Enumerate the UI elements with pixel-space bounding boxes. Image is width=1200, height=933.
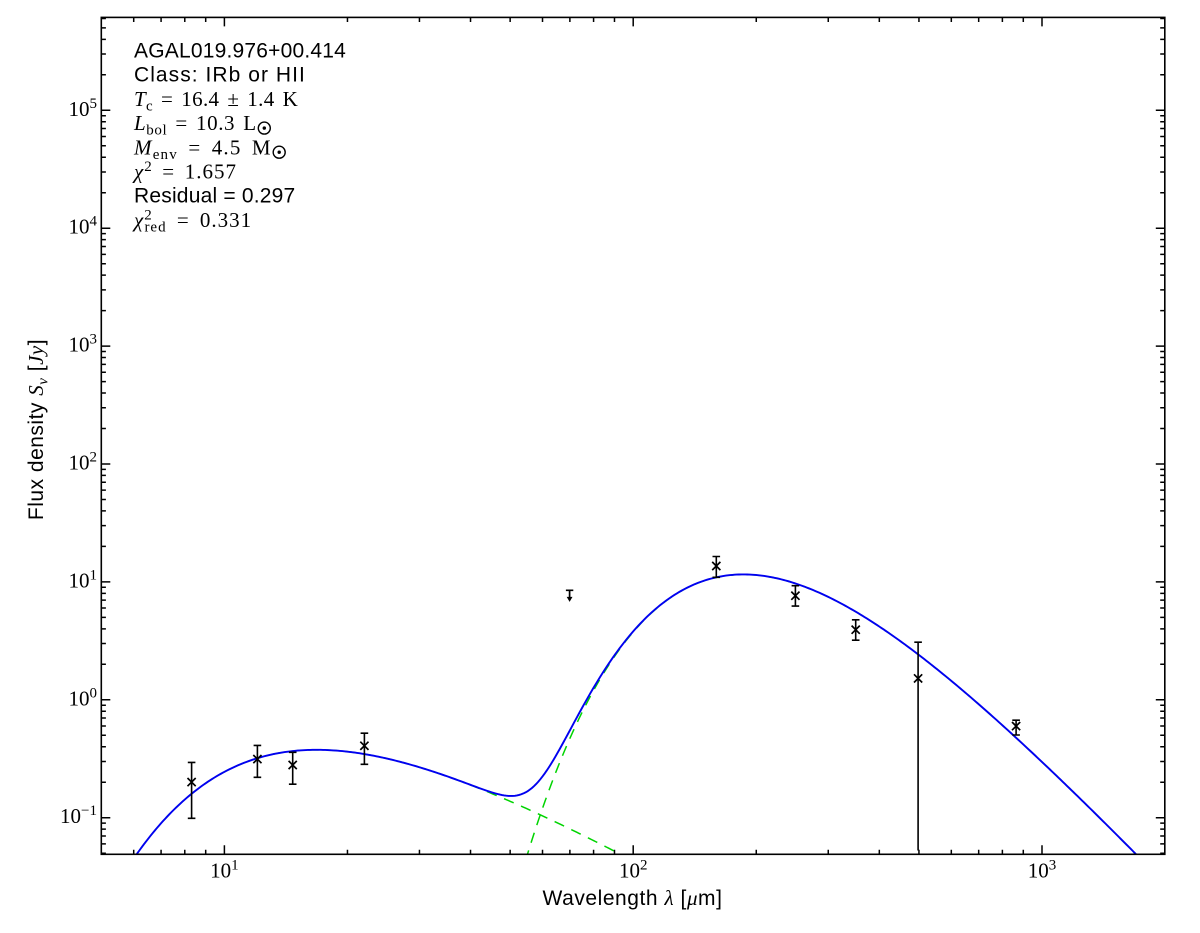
svg-text:Wavelength λ [μm]: Wavelength λ [μm]: [543, 886, 723, 910]
svg-text:Residual = 0.297: Residual = 0.297: [134, 185, 295, 208]
svg-text:103: 103: [69, 332, 98, 357]
svg-text:AGAL019.976+00.414: AGAL019.976+00.414: [134, 40, 346, 63]
svg-text:Menv = 4.5 M: Menv = 4.5 M: [133, 135, 272, 163]
svg-text:10−1: 10−1: [60, 803, 97, 828]
svg-text:Class: IRb or HII: Class: IRb or HII: [134, 64, 306, 87]
svg-text:χ2 = 1.657: χ2 = 1.657: [132, 159, 237, 184]
svg-text:Tc = 16.4 ± 1.4 K: Tc = 16.4 ± 1.4 K: [134, 87, 298, 115]
svg-text:Lbol = 10.3 L: Lbol = 10.3 L: [133, 111, 257, 139]
svg-text:Flux density Sν [Jy]: Flux density Sν [Jy]: [24, 339, 52, 520]
svg-text:101: 101: [210, 858, 239, 883]
